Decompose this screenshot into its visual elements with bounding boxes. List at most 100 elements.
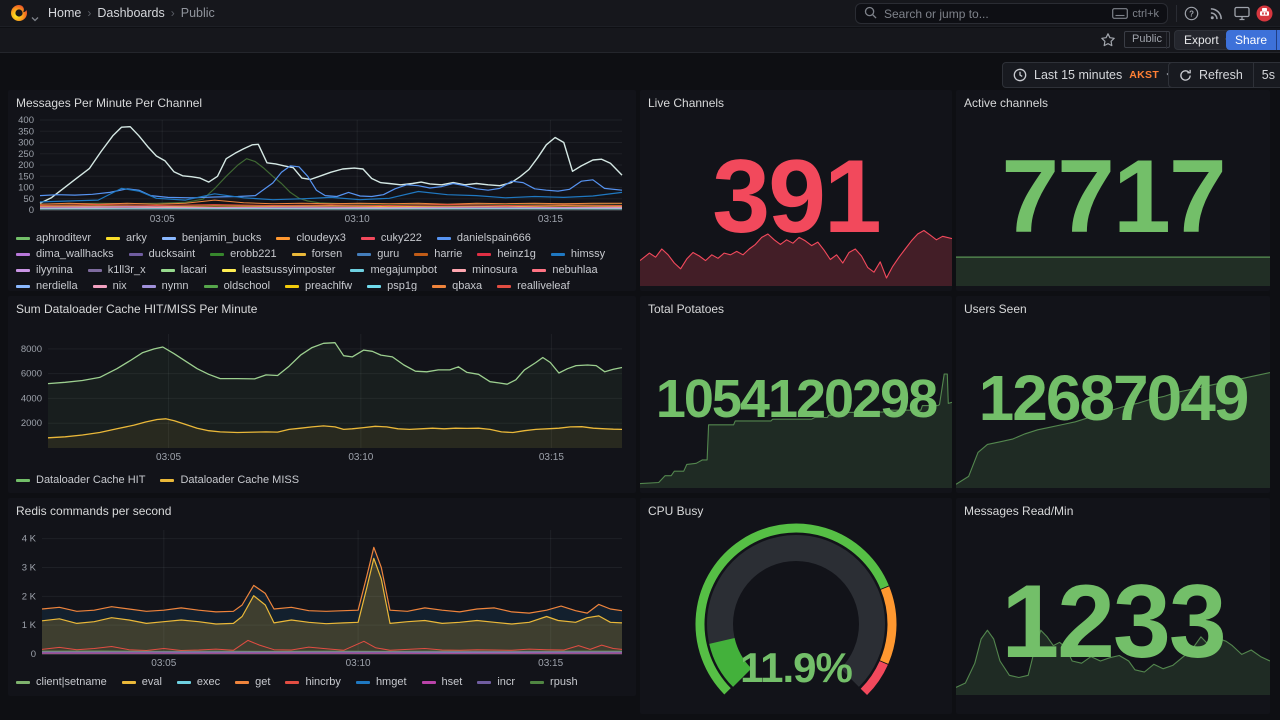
legend-item[interactable]: erobb221 [210, 248, 277, 261]
legend-item[interactable]: realliveleaf [497, 280, 570, 291]
legend-item[interactable]: nix [92, 280, 127, 291]
legend-item[interactable]: hset [421, 676, 462, 689]
svg-text:03:10: 03:10 [345, 214, 370, 225]
messages-read-sparkline[interactable] [956, 583, 1270, 700]
legend-item[interactable]: Dataloader Cache HIT [16, 472, 145, 488]
svg-text:0: 0 [31, 649, 36, 660]
legend-item[interactable]: k1ll3r_x [87, 264, 146, 277]
legend-item[interactable]: Dataloader Cache MISS [160, 472, 299, 488]
news-rss-icon[interactable] [1209, 6, 1224, 26]
refresh-button[interactable]: Refresh [1168, 62, 1254, 88]
legend-item[interactable]: psp1g [367, 280, 417, 291]
legend-item[interactable]: guru [357, 248, 399, 261]
live-channels-sparkline[interactable] [640, 226, 952, 291]
panel-title[interactable]: Messages Per Minute Per Channel [16, 96, 203, 110]
legend-item[interactable]: arky [106, 232, 147, 245]
legend-item[interactable]: get [235, 676, 270, 689]
svg-text:2 K: 2 K [22, 591, 37, 602]
legend-item[interactable]: nebuhlaa [532, 264, 598, 277]
redis-chart[interactable]: 0 1 K 2 K 3 K 4 K 03:05 03:10 03:15 [14, 522, 626, 675]
legend-swatch [436, 237, 451, 240]
breadcrumb: Home › Dashboards › Public [44, 6, 219, 20]
legend-item[interactable]: leastsussyimposter [221, 264, 335, 277]
panel-dataloader-cache: Sum Dataloader Cache HIT/MISS Per Minute… [8, 296, 636, 493]
legend-item[interactable]: harrie [414, 248, 462, 261]
panel-messages-per-minute: Messages Per Minute Per Channel 0 50 100 15… [8, 90, 636, 291]
active-channels-sparkline[interactable] [956, 253, 1270, 291]
legend-item[interactable]: himssy [550, 248, 605, 261]
panel-title[interactable]: Live Channels [648, 96, 725, 110]
search-input[interactable]: Search or jump to... ctrl+k [855, 3, 1168, 24]
legend-swatch [350, 269, 365, 272]
panel-title[interactable]: Users Seen [964, 302, 1027, 316]
cpu-busy-gauge[interactable]: 11.9% [640, 522, 952, 714]
share-button[interactable]: Share [1226, 30, 1277, 50]
panel-title[interactable]: Messages Read/Min [964, 504, 1074, 518]
legend-swatch [291, 253, 306, 256]
panel-title[interactable]: CPU Busy [648, 504, 704, 518]
legend-item[interactable]: oldschool [203, 280, 270, 291]
search-shortcut: ctrl+k [1112, 8, 1159, 20]
legend-item[interactable]: minosura [452, 264, 517, 277]
legend-swatch [432, 285, 447, 288]
legend-item[interactable]: hincrby [285, 676, 341, 689]
legend-item[interactable]: ducksaint [128, 248, 195, 261]
grafana-logo-icon[interactable] [10, 4, 28, 27]
dataloader-chart[interactable]: 2000 4000 6000 8000 03:05 03:10 03:15 [14, 324, 626, 469]
breadcrumb-home[interactable]: Home [48, 6, 82, 20]
legend-item[interactable]: rpush [530, 676, 578, 689]
legend-swatch [530, 681, 545, 684]
monitor-icon[interactable] [1234, 6, 1250, 26]
breadcrumb-separator-icon: › [87, 6, 92, 20]
legend-item[interactable]: hmget [355, 676, 407, 689]
legend-item[interactable]: nymn [141, 280, 189, 291]
panel-cpu-busy: CPU Busy 11.9% [640, 498, 952, 714]
users-seen-sparkline[interactable] [956, 353, 1270, 493]
legend-item[interactable]: preachlfw [285, 280, 352, 291]
messages-chart[interactable]: 0 50 100 150 200 250 300 350 400 03:05 03:10 03:15 [14, 114, 626, 231]
refresh-interval-select[interactable]: 5s [1253, 62, 1280, 88]
time-range-label: Last 15 minutes [1034, 68, 1123, 82]
legend-swatch [121, 681, 136, 684]
legend-item[interactable]: ilyynina [16, 264, 73, 277]
legend-item[interactable]: nerdiella [16, 280, 78, 291]
panel-title[interactable]: Total Potatoes [648, 302, 725, 316]
legend-item[interactable]: benjamin_bucks [161, 232, 261, 245]
star-icon[interactable] [1100, 32, 1116, 53]
legend-item[interactable]: qbaxa [432, 280, 482, 291]
legend-item[interactable]: heinz1g [477, 248, 536, 261]
panel-messages-read: Messages Read/Min 1233 [956, 498, 1270, 714]
time-range-picker[interactable]: Last 15 minutes AKST [1002, 62, 1186, 88]
dataloader-legend: Dataloader Cache HIT Dataloader Cache MIS… [16, 472, 630, 488]
logo-chevron-down-icon[interactable] [31, 10, 39, 28]
legend-item[interactable]: eval [121, 676, 162, 689]
clock-icon [1013, 68, 1027, 82]
legend-item[interactable]: aphroditevr [16, 232, 91, 245]
user-avatar[interactable] [1256, 5, 1273, 27]
legend-item[interactable]: danielspain666 [436, 232, 531, 245]
legend-swatch [421, 681, 436, 684]
breadcrumb-dashboards[interactable]: Dashboards [97, 6, 165, 20]
svg-text:250: 250 [18, 149, 34, 160]
panel-title[interactable]: Active channels [964, 96, 1049, 110]
total-potatoes-sparkline[interactable] [640, 373, 952, 493]
legend-item[interactable]: cuky222 [360, 232, 422, 245]
legend-item[interactable]: lacari [160, 264, 207, 277]
legend-item[interactable]: forsen [291, 248, 342, 261]
legend-item[interactable]: incr [477, 676, 515, 689]
legend-item[interactable]: megajumpbot [350, 264, 437, 277]
legend-swatch [360, 237, 375, 240]
legend-swatch [16, 269, 30, 272]
share-caret-button[interactable] [1276, 30, 1280, 50]
svg-text:100: 100 [18, 183, 34, 194]
svg-text:3 K: 3 K [22, 562, 37, 573]
svg-text:11.9%: 11.9% [740, 644, 852, 691]
panel-title[interactable]: Redis commands per second [16, 504, 172, 518]
legend-item[interactable]: exec [176, 676, 220, 689]
legend-item[interactable]: client|setname [16, 676, 107, 689]
help-icon[interactable]: ? [1184, 6, 1199, 26]
legend-item[interactable]: cloudeyx3 [276, 232, 346, 245]
panel-title[interactable]: Sum Dataloader Cache HIT/MISS Per Minute [16, 302, 258, 316]
legend-item[interactable]: dima_wallhacks [16, 248, 114, 261]
